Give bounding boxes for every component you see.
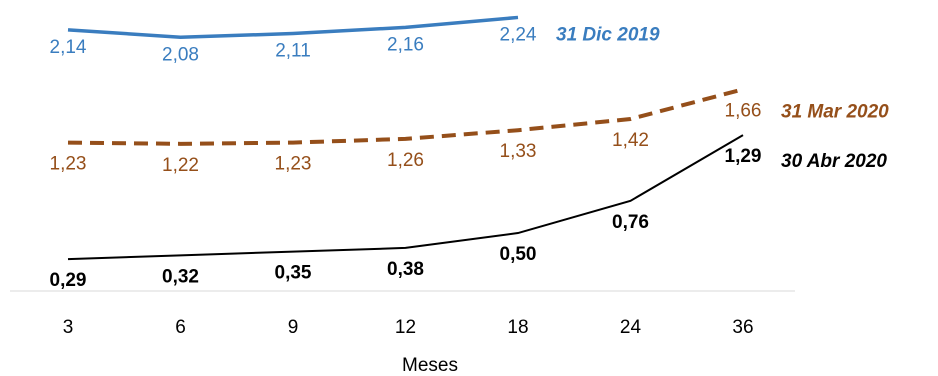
value-label: 1,22: [162, 155, 199, 176]
x-tick-label: 18: [507, 317, 528, 338]
value-label: 1,23: [275, 154, 312, 175]
series-line: [67, 87, 744, 146]
value-label: 0,76: [612, 212, 649, 233]
value-label: 0,29: [50, 270, 87, 291]
value-label: 2,24: [500, 24, 537, 45]
x-tick-label: 12: [395, 317, 416, 338]
value-label: 2,14: [50, 37, 87, 58]
series-label: 31 Mar 2020: [781, 101, 889, 122]
value-label: 2,16: [387, 34, 424, 55]
series-label: 30 Abr 2020: [781, 151, 887, 172]
value-label: 1,26: [387, 150, 424, 171]
value-label: 0,32: [162, 266, 199, 287]
value-label: 1,23: [50, 154, 87, 175]
series-line: [67, 134, 744, 261]
value-label: 0,50: [500, 244, 537, 265]
value-label: 1,33: [500, 141, 537, 162]
value-label: 1,42: [612, 130, 649, 151]
value-label: 0,38: [387, 259, 424, 280]
value-label: 2,11: [275, 41, 311, 62]
series-label: 31 Dic 2019: [556, 24, 660, 45]
x-tick-label: 36: [732, 317, 753, 338]
series-line: [67, 15, 519, 40]
x-tick-label: 24: [620, 317, 642, 338]
value-label: 0,35: [275, 263, 312, 284]
value-label: 2,08: [162, 44, 199, 65]
x-tick-label: 3: [63, 317, 74, 338]
value-label: 1,66: [725, 100, 762, 121]
value-label: 1,29: [725, 146, 762, 167]
x-axis-title: Meses: [402, 355, 458, 376]
x-tick-label: 9: [288, 317, 299, 338]
x-tick-label: 6: [175, 317, 186, 338]
